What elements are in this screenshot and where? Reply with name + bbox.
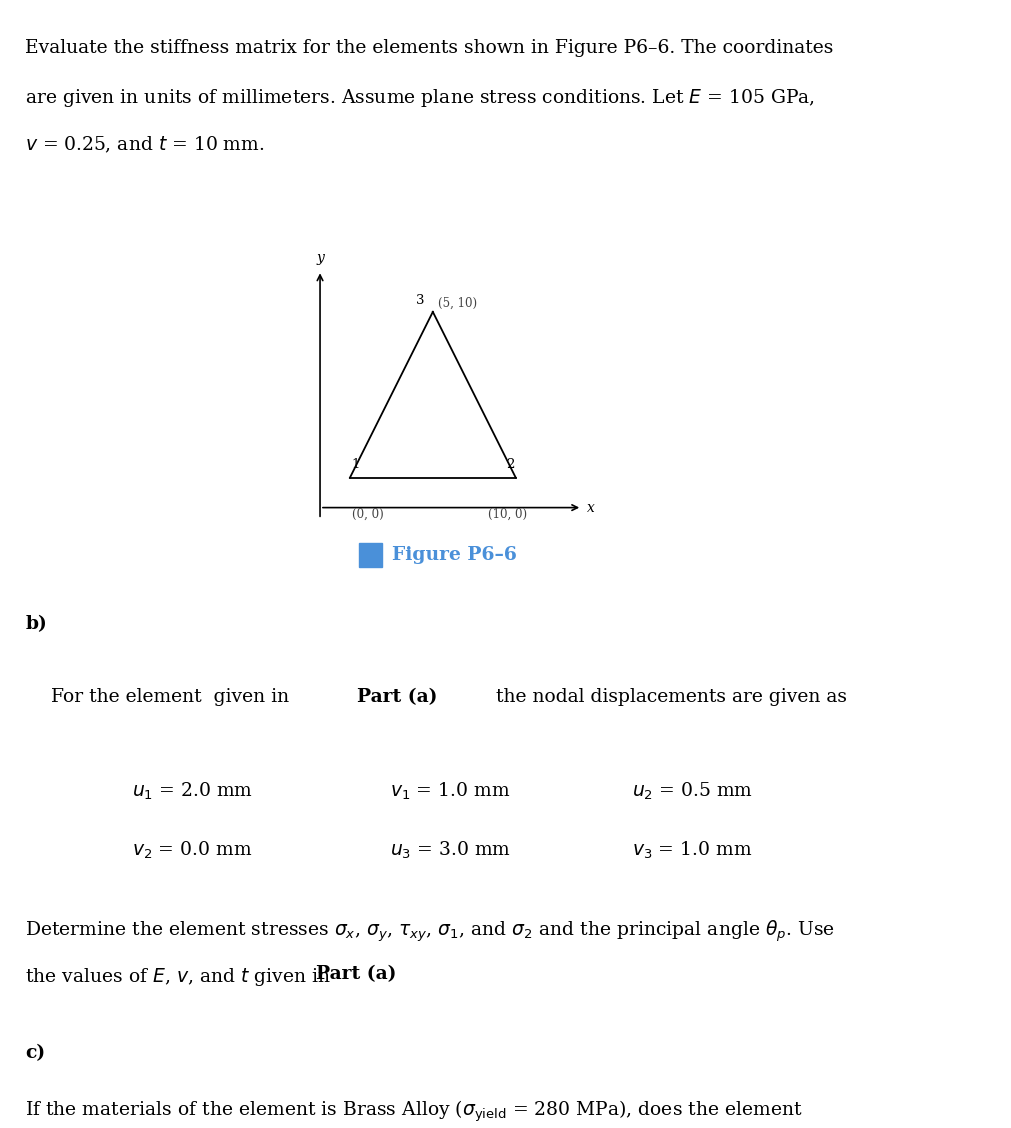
Text: Figure P6–6: Figure P6–6 xyxy=(391,546,516,564)
Text: (5, 10): (5, 10) xyxy=(438,297,476,310)
Text: $u_2$ = 0.5 mm: $u_2$ = 0.5 mm xyxy=(632,781,753,802)
Text: $v$ = 0.25, and $t$ = 10 mm.: $v$ = 0.25, and $t$ = 10 mm. xyxy=(25,134,265,155)
Text: (0, 0): (0, 0) xyxy=(351,508,383,521)
Text: 1: 1 xyxy=(351,458,360,472)
Text: $u_1$ = 2.0 mm: $u_1$ = 2.0 mm xyxy=(131,781,253,802)
Text: For the element  given in: For the element given in xyxy=(51,688,294,706)
Text: $v_1$ = 1.0 mm: $v_1$ = 1.0 mm xyxy=(389,781,510,802)
Text: $u_3$ = 3.0 mm: $u_3$ = 3.0 mm xyxy=(389,839,511,861)
Text: Determine the element stresses $\sigma_x$, $\sigma_y$, $\tau_{xy}$, $\sigma_1$, : Determine the element stresses $\sigma_x… xyxy=(25,918,834,944)
Text: Part (a): Part (a) xyxy=(315,966,395,984)
Text: are given in units of millimeters. Assume plane stress conditions. Let $E$ = 105: are given in units of millimeters. Assum… xyxy=(25,87,815,109)
Text: x: x xyxy=(586,501,594,514)
Text: the values of $E$, $v$, and $t$ given in: the values of $E$, $v$, and $t$ given in xyxy=(25,966,332,988)
Text: the nodal displacements are given as: the nodal displacements are given as xyxy=(460,688,846,706)
Text: c): c) xyxy=(25,1045,45,1063)
Text: y: y xyxy=(315,252,324,265)
Text: (10, 0): (10, 0) xyxy=(487,508,527,521)
Text: 3: 3 xyxy=(416,294,425,307)
Text: $v_3$ = 1.0 mm: $v_3$ = 1.0 mm xyxy=(632,839,752,861)
Text: 2: 2 xyxy=(506,458,514,472)
Text: Evaluate the stiffness matrix for the elements shown in Figure P6–6. The coordin: Evaluate the stiffness matrix for the el… xyxy=(25,39,833,58)
Text: $v_2$ = 0.0 mm: $v_2$ = 0.0 mm xyxy=(131,839,252,861)
Bar xyxy=(359,543,381,567)
Text: If the materials of the element is Brass Alloy ($\sigma_{\mathrm{yield}}$ = 280 : If the materials of the element is Brass… xyxy=(25,1099,803,1125)
Text: Part (a): Part (a) xyxy=(357,688,437,706)
Text: b): b) xyxy=(25,615,47,633)
